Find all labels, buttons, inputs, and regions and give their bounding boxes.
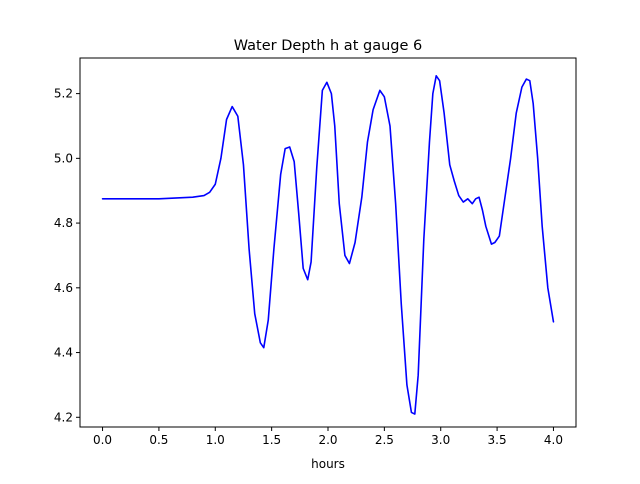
x-tick-label: 0.0 — [93, 433, 112, 447]
x-tick-label: 3.0 — [431, 433, 450, 447]
y-tick-label: 5.2 — [54, 87, 73, 101]
x-tick-label: 1.5 — [262, 433, 281, 447]
x-tick-label: 2.0 — [318, 433, 337, 447]
x-axis-label: hours — [311, 457, 345, 471]
y-tick-label: 4.6 — [54, 281, 73, 295]
x-tick-label: 1.0 — [206, 433, 225, 447]
y-tick-label: 4.8 — [54, 216, 73, 230]
y-tick-label: 4.4 — [54, 346, 73, 360]
x-tick-label: 3.5 — [488, 433, 507, 447]
chart-title: Water Depth h at gauge 6 — [234, 38, 422, 54]
plot-area: 0.0 0.5 1.0 1.5 2.0 2.5 3.0 3.5 4.0 4.2 4.4 4.6 4.8 5… — [54, 57, 577, 447]
x-tick-label: 2.5 — [375, 433, 394, 447]
series-line-0 — [101, 75, 555, 415]
y-tick-label: 4.2 — [54, 410, 73, 424]
x-tick-label: 4.0 — [544, 433, 563, 447]
x-tick-label: 0.5 — [149, 433, 168, 447]
y-tick-label: 5.0 — [54, 151, 73, 165]
